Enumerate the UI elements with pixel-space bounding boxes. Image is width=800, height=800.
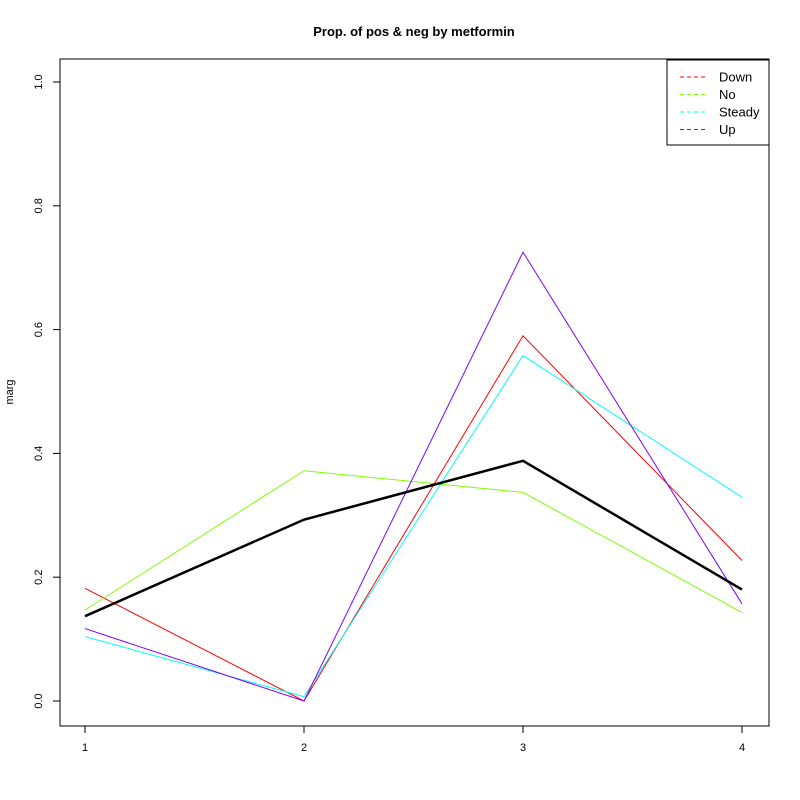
series-line-steady <box>84 354 743 698</box>
y-axis-label: marg <box>4 379 16 404</box>
legend: Down No Steady Up <box>666 59 770 146</box>
y-tick-label: 0.2 <box>33 570 45 585</box>
legend-label: No <box>719 87 736 102</box>
x-axis: 1 2 3 4 <box>82 725 745 754</box>
series-line-no <box>84 470 743 613</box>
y-axis: 0.0 0.2 0.4 0.6 0.8 1.0 <box>33 74 61 709</box>
y-tick-label: 0.4 <box>33 446 45 461</box>
y-tick-label: 0.0 <box>33 693 45 708</box>
legend-label: Down <box>719 70 752 85</box>
legend-box <box>666 59 770 146</box>
y-tick-label: 0.6 <box>33 322 45 337</box>
series-line-down <box>84 334 743 702</box>
legend-label: Up <box>719 122 736 137</box>
x-tick-label: 1 <box>82 742 88 754</box>
x-tick-label: 2 <box>301 742 307 754</box>
y-tick-label: 1.0 <box>33 74 45 89</box>
plot-frame <box>59 58 770 727</box>
series-layer <box>84 251 743 702</box>
chart-title: Prop. of pos & neg by metformin <box>313 24 515 39</box>
series-line-overall <box>84 459 743 618</box>
series-line-up <box>84 251 743 702</box>
legend-label: Steady <box>719 105 760 120</box>
y-tick-label: 0.8 <box>33 198 45 213</box>
x-tick-label: 4 <box>739 742 745 754</box>
x-tick-label: 3 <box>520 742 526 754</box>
